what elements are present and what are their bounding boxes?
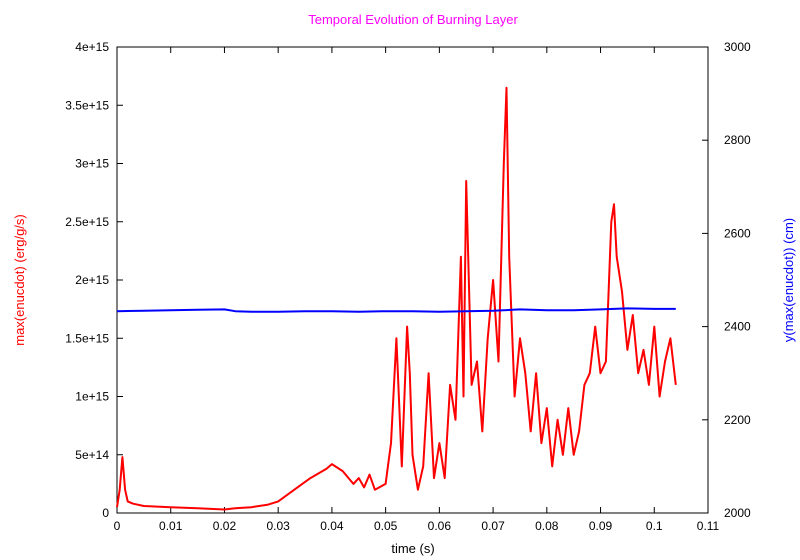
y-axis-label: max(enucdot) (erg/g/s) bbox=[12, 214, 27, 346]
y2-tick-label: 2600 bbox=[724, 226, 751, 240]
x-tick-label: 0.11 bbox=[697, 519, 720, 533]
series-layer bbox=[116, 86, 677, 511]
x-tick-label: 0.07 bbox=[481, 519, 505, 533]
y2-tick-label: 2000 bbox=[724, 506, 751, 520]
x-tick-label: 0.02 bbox=[213, 519, 237, 533]
y-tick-label: 2e+15 bbox=[75, 273, 109, 287]
y2-tick-label: 3000 bbox=[724, 40, 751, 54]
y-tick-label: 1e+15 bbox=[75, 390, 109, 404]
series-line-1 bbox=[116, 86, 677, 511]
y-tick-label: 0 bbox=[102, 506, 109, 520]
x-tick-label: 0 bbox=[114, 519, 121, 533]
x-tick-label: 0.06 bbox=[428, 519, 452, 533]
y2-tick-label: 2800 bbox=[724, 133, 751, 147]
x-tick-label: 0.1 bbox=[646, 519, 663, 533]
y-tick-label: 2.5e+15 bbox=[65, 215, 109, 229]
y-tick-label: 1.5e+15 bbox=[65, 331, 109, 345]
x-tick-label: 0.01 bbox=[159, 519, 183, 533]
chart-title: Temporal Evolution of Burning Layer bbox=[308, 12, 518, 27]
x-axis-label: time (s) bbox=[391, 541, 434, 556]
y-tick-label: 3.5e+15 bbox=[65, 98, 109, 112]
x-tick-label: 0.09 bbox=[589, 519, 613, 533]
series-line-2 bbox=[116, 307, 676, 313]
x-tick-label: 0.08 bbox=[535, 519, 559, 533]
x-tick-label: 0.03 bbox=[267, 519, 291, 533]
y-tick-label: 4e+15 bbox=[75, 40, 109, 54]
y2-tick-label: 2200 bbox=[724, 413, 751, 427]
y-tick-label: 3e+15 bbox=[75, 157, 109, 171]
x-tick-label: 0.05 bbox=[374, 519, 398, 533]
y2-axis-ticks: 2000 2200 2400 2600 2800 3000 bbox=[702, 40, 751, 520]
x-tick-label: 0.04 bbox=[320, 519, 344, 533]
x-axis-ticks: 0 0.01 0.02 0.03 0.04 0.05 0.06 0.07 0.08 0.09 0.1… bbox=[114, 47, 720, 533]
y-tick-label: 5e+14 bbox=[75, 448, 109, 462]
y2-tick-label: 2400 bbox=[724, 320, 751, 334]
y2-axis-label: y(max(enucdot)) (cm) bbox=[781, 218, 796, 342]
y-axis-ticks: 0 5e+14 1e+15 1.5e+15 2e+15 2.5e+15 3e+15 3.5e+… bbox=[65, 40, 123, 520]
